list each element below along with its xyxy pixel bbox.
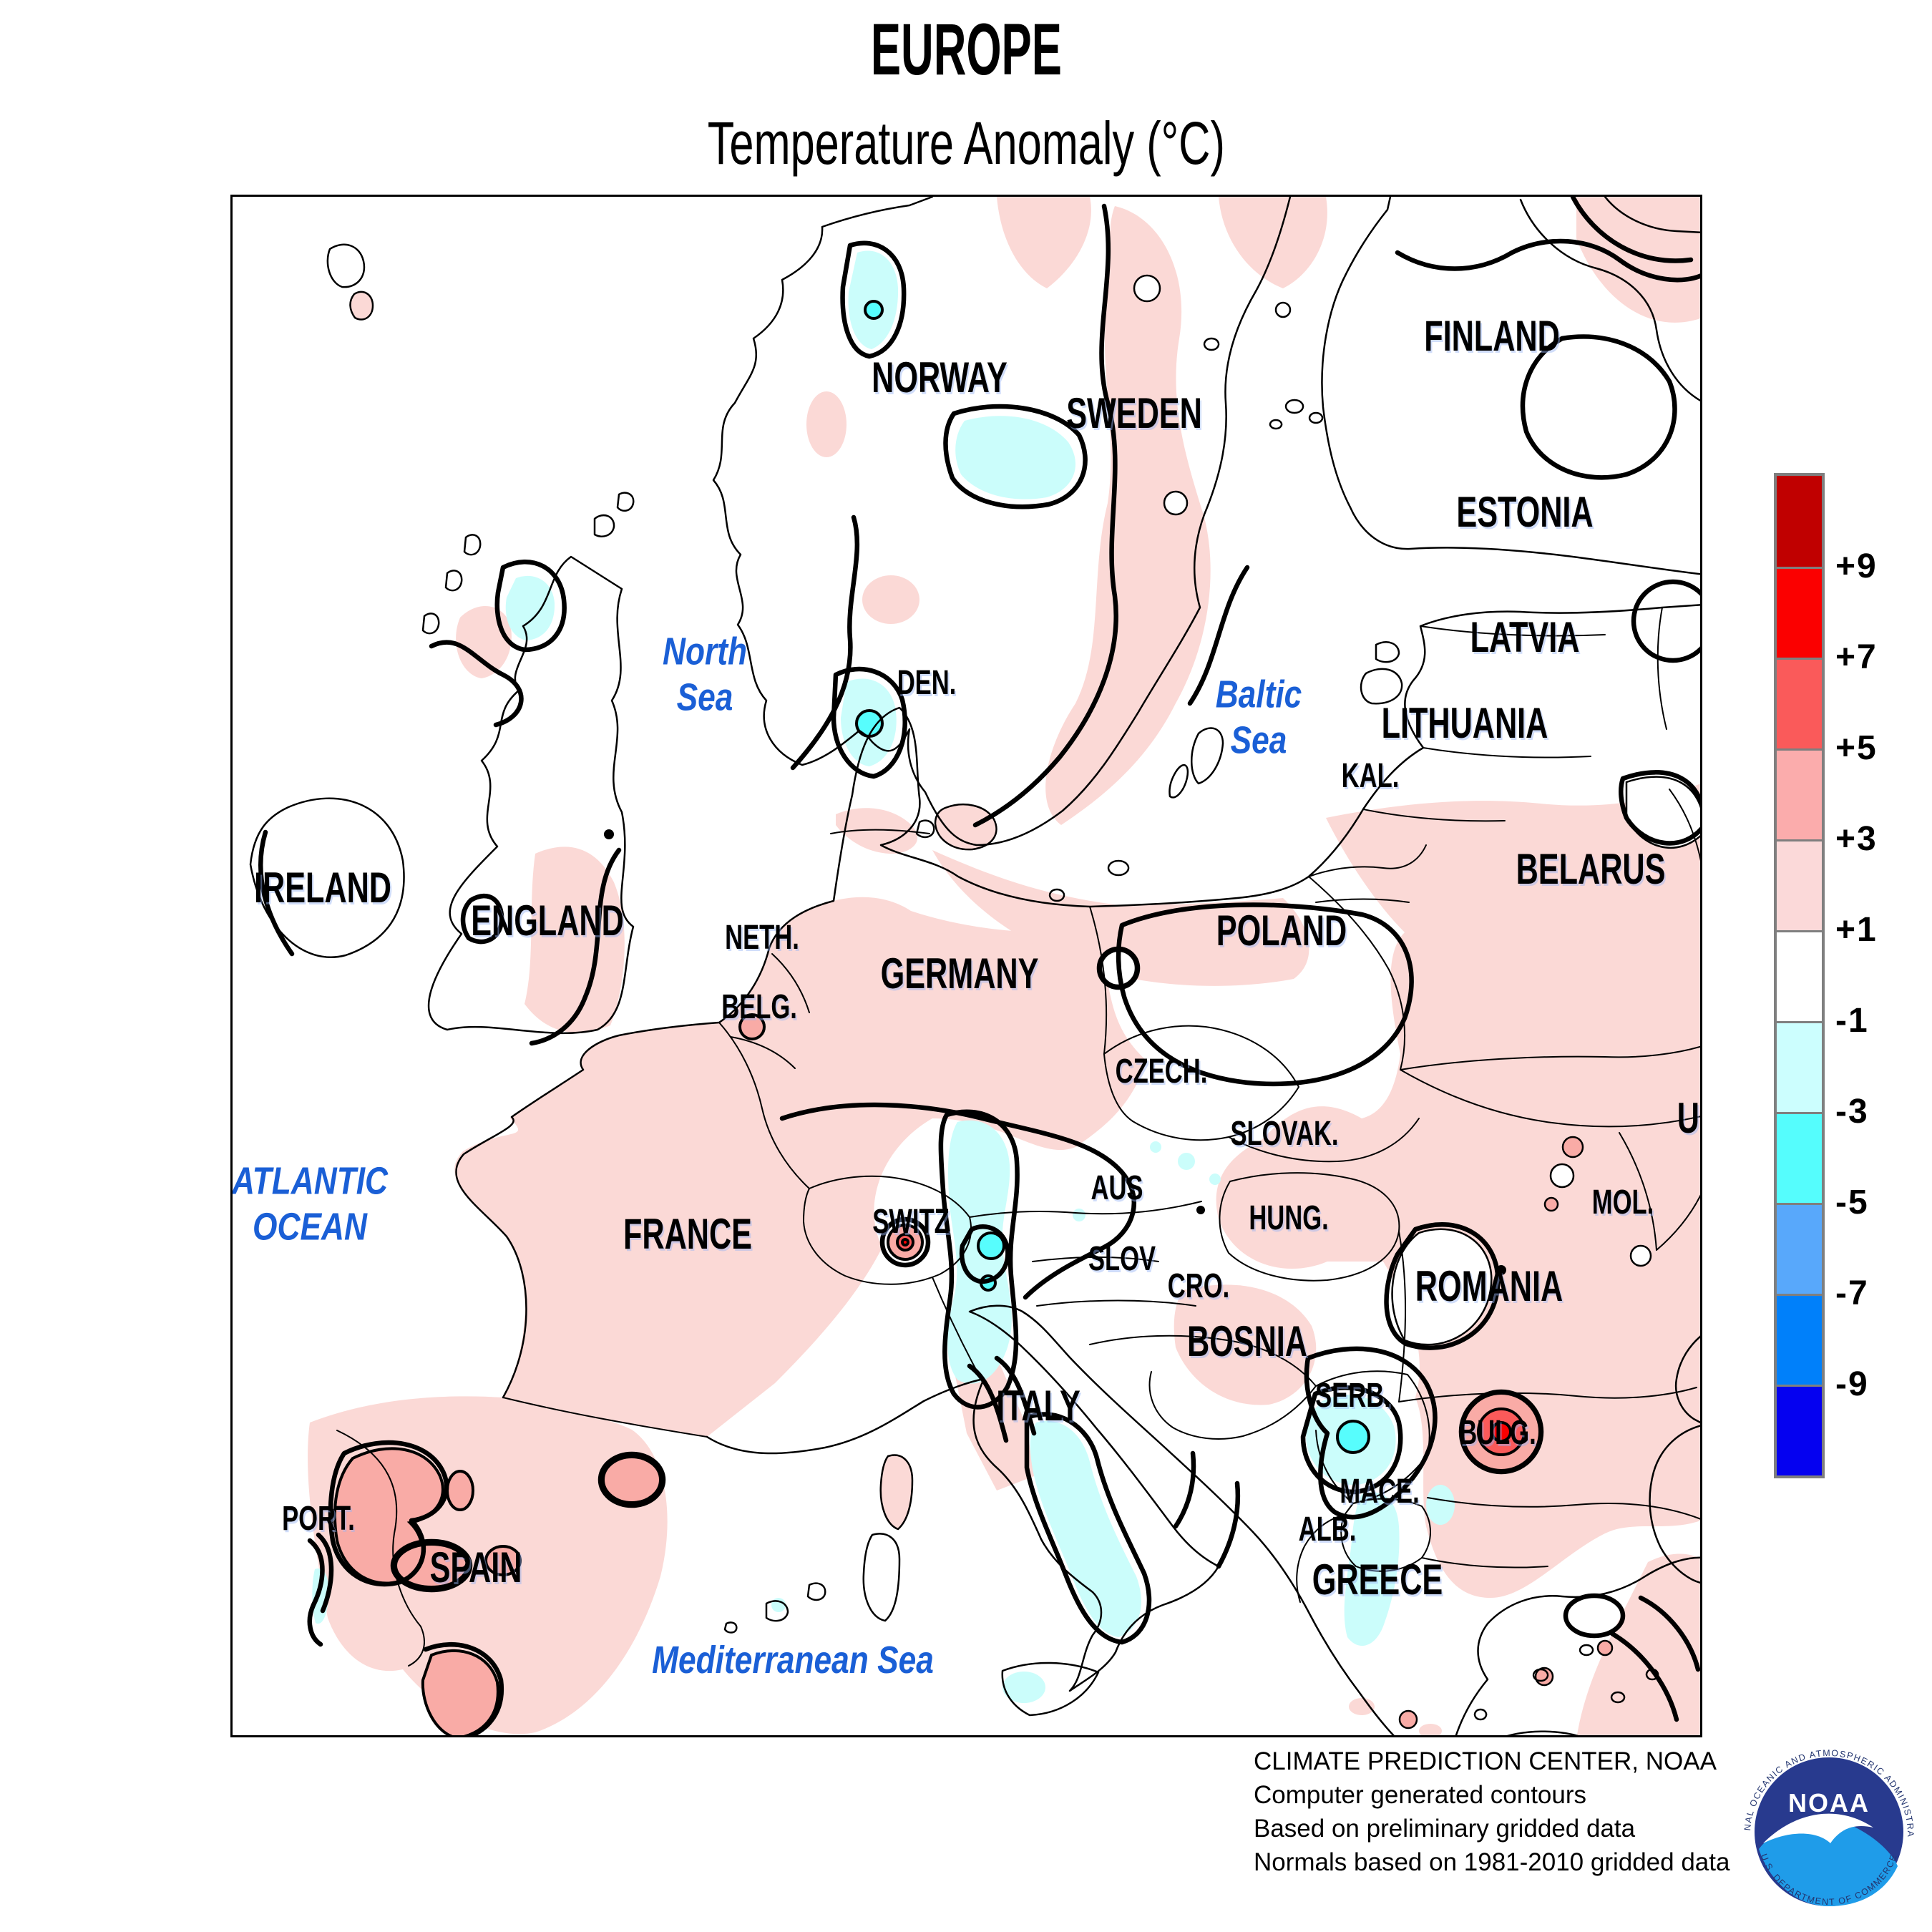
- country-label: SERB.: [1315, 1377, 1391, 1415]
- country-label: ESTONIA: [1456, 488, 1594, 536]
- logo-acronym: NOAA: [1788, 1788, 1870, 1818]
- country-label: BULG.: [1459, 1414, 1536, 1452]
- page-subtitle: Temperature Anomaly (°C): [707, 109, 1225, 177]
- colorbar-tick-label: +1: [1835, 911, 1878, 949]
- sea-label: North Sea: [662, 630, 748, 718]
- country-label: NORWAY: [872, 353, 1008, 401]
- zero-contours: [258, 197, 1700, 1735]
- country-label: LATVIA: [1470, 613, 1580, 661]
- colorbar-cells: [1774, 473, 1825, 1478]
- anomaly-fill-plus1: [308, 197, 1700, 1735]
- footer-line: Based on preliminary gridded data: [1254, 1815, 1636, 1843]
- country-label: LITHUANIA: [1381, 699, 1548, 747]
- country-label: HUNG.: [1249, 1199, 1329, 1237]
- footer-credits: CLIMATE PREDICTION CENTER, NOAA Computer …: [1254, 1745, 1729, 1879]
- country-label: MOL.: [1591, 1184, 1654, 1221]
- country-label: ALB.: [1298, 1511, 1357, 1548]
- coastline: [249, 197, 1700, 1735]
- colorbar-cell: [1777, 839, 1822, 930]
- country-label: ENGLAND: [471, 897, 624, 945]
- country-label: BELG.: [721, 988, 797, 1026]
- country-label: SWITZ: [872, 1203, 950, 1241]
- footer-line: Normals based on 1981-2010 gridded data: [1254, 1848, 1730, 1876]
- country-label: NETH.: [725, 919, 799, 957]
- country-label: GERMANY: [880, 950, 1039, 997]
- country-borders: [336, 607, 1700, 1667]
- country-label: SPAIN: [429, 1543, 522, 1591]
- colorbar-tick-label: +7: [1835, 638, 1878, 676]
- page-title: EUROPE: [870, 9, 1062, 90]
- map-labels: NORWAY SWEDEN FINLAND ESTONIA LATVIA LITHUANI…: [233, 197, 1700, 1735]
- colorbar-tick-label: +5: [1835, 729, 1878, 767]
- country-label: PORT.: [282, 1500, 355, 1538]
- colorbar-tick-label: +3: [1835, 820, 1878, 858]
- country-label: AUS: [1091, 1169, 1143, 1207]
- logo-sea: [1759, 1818, 1898, 1906]
- country-label: BELARUS: [1516, 845, 1666, 893]
- colorbar-cell: [1777, 748, 1822, 839]
- contour-dots: [604, 829, 1506, 1275]
- sea-label: ATLANTIC OCEAN: [231, 1159, 389, 1248]
- colorbar-cell: [1777, 1021, 1822, 1112]
- country-label: BOSNIA: [1186, 1317, 1308, 1365]
- country-label: DEN.: [897, 664, 957, 702]
- country-label: MACE.: [1340, 1473, 1420, 1511]
- europe-anomaly-map: NORWAY SWEDEN FINLAND ESTONIA LATVIA LITHUANI…: [230, 195, 1702, 1737]
- country-label: SWEDEN: [1066, 389, 1202, 437]
- colorbar-tick-label: -3: [1835, 1093, 1869, 1131]
- country-label: CRO.: [1167, 1267, 1230, 1305]
- colorbar-cell: [1777, 476, 1822, 567]
- country-label: FINLAND: [1424, 312, 1560, 360]
- colorbar-cell: [1777, 1385, 1822, 1475]
- colorbar-cell: [1777, 1294, 1822, 1385]
- country-label: CZECH.: [1115, 1053, 1208, 1091]
- country-label: ITALY: [996, 1382, 1080, 1430]
- country-label: IRELAND: [253, 864, 392, 912]
- anomaly-fill-plus3: [333, 1013, 1614, 1735]
- country-label: POLAND: [1216, 907, 1347, 955]
- country-label: SLOVAK.: [1230, 1115, 1339, 1153]
- colorbar-cell: [1777, 930, 1822, 1021]
- country-label: GREECE: [1312, 1556, 1443, 1604]
- map-canvas: [249, 197, 1700, 1735]
- colorbar-tick-label: -7: [1835, 1274, 1869, 1312]
- noaa-logo: NOAA NATIONAL OCEANIC AND ATMOSPHERIC AD…: [1732, 1735, 1925, 1928]
- colorbar-cell: [1777, 1203, 1822, 1294]
- country-label: UK: [1677, 1094, 1700, 1142]
- colorbar-tick-label: -5: [1835, 1184, 1869, 1221]
- footer-line: CLIMATE PREDICTION CENTER, NOAA: [1254, 1747, 1717, 1775]
- footer-line: Computer generated contours: [1254, 1781, 1586, 1809]
- seagull-icon: [1763, 1813, 1873, 1843]
- country-label: FRANCE: [623, 1210, 752, 1258]
- country-label: SLOV: [1088, 1240, 1156, 1278]
- anomaly-hole-white: [1100, 274, 1700, 1346]
- anomaly-colorbar: +9 +7 +5 +3 +1 -1 -3 -5 -7 -9: [1774, 473, 1917, 1489]
- country-label: KAL.: [1341, 757, 1400, 795]
- colorbar-tick-label: -9: [1835, 1365, 1869, 1403]
- colorbar-tick-label: -1: [1835, 1002, 1869, 1040]
- colorbar-cell: [1777, 658, 1822, 748]
- colorbar-cell: [1777, 1112, 1822, 1203]
- sea-label: Baltic Sea: [1215, 673, 1302, 761]
- sea-label: Mediterranean Sea: [652, 1639, 934, 1682]
- country-label: ROMANIA: [1415, 1262, 1563, 1310]
- colorbar-cell: [1777, 567, 1822, 658]
- colorbar-tick-label: +9: [1835, 547, 1878, 585]
